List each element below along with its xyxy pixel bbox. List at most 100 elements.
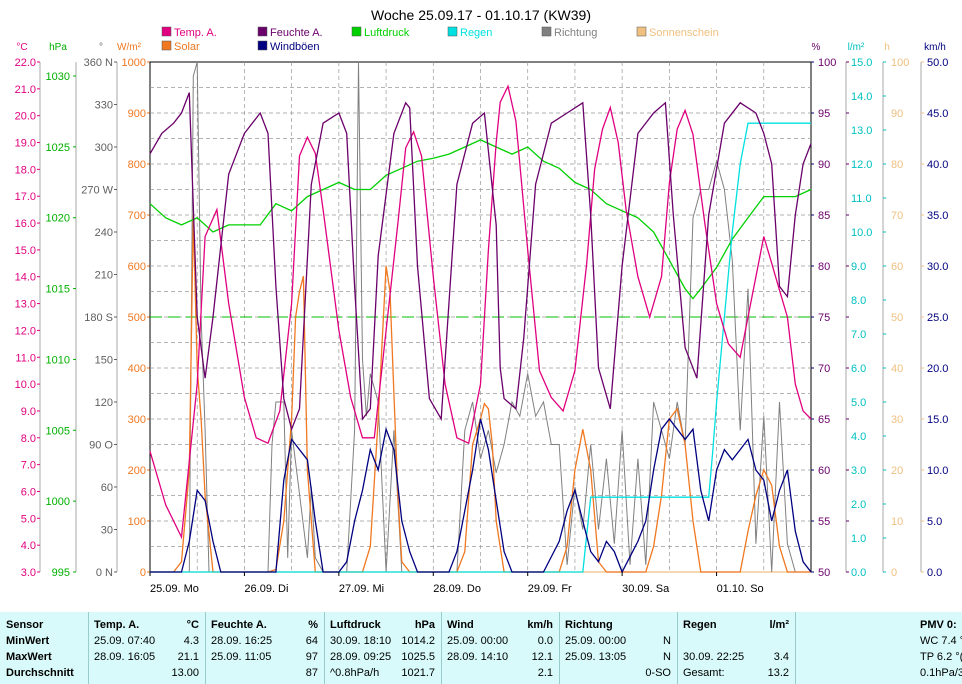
axis-tick-label-temp: 10.0 [15,379,36,391]
axis-tick-label-sunshine: 30 [891,414,903,426]
axis-tick-label-temp: 12.0 [15,325,36,337]
stats-pressure-max-time: 28.09. 09:25 [330,651,392,663]
axis-tick-label-wind: 0.0 [927,567,942,579]
stats-temp-max-time: 28.09. 16:05 [94,651,156,663]
day-label: 29.09. Fr [528,583,572,595]
axis-tick-label-rain: 4.0 [851,431,866,443]
legend-label: Sonnenschein [649,27,719,39]
axis-tick-label-temp: 3.0 [21,567,36,579]
axis-tick-label-temp: 9.0 [21,406,36,418]
axis-unit-humidity: % [812,42,821,53]
axis-tick-label-solar: 1000 [122,57,146,69]
axis-tick-label-wind: 30.0 [927,261,948,273]
stats-pressure-trend: ^0.8hPa/h [330,667,380,679]
stats-wind-avg-value: 2.1 [537,667,553,679]
stats-humidity-header: Feuchte A. [211,619,267,631]
axis-tick-label-direction: 180 S [84,312,113,324]
day-label: 01.10. So [717,583,764,595]
legend-swatch [257,40,268,51]
axis-tick-label-humidity: 55 [818,516,830,528]
axis-tick-label-solar: 100 [128,516,146,528]
axis-tick-label-direction: 150 [95,355,113,367]
stats-col-sensor: Sensor MinWert MaxWert Durchschnitt [0,612,89,684]
axis-tick-label-rain: 0.0 [851,567,866,579]
stats-pressure-min-value: 1014.2 [401,635,435,647]
legend-swatch [351,26,362,37]
stats-temp-max-value: 21.1 [177,651,199,663]
stats-sensor-header: Sensor [6,619,44,631]
stats-wind-header: Wind [447,619,474,631]
axis-unit-direction: ° [99,42,103,53]
axis-tick-label-wind: 35.0 [927,210,948,222]
axis-tick-label-temp: 22.0 [15,57,36,69]
series-line-richtung [150,61,811,573]
stats-pressure-unit: hPa [414,619,435,631]
axis-unit-wind: km/h [924,42,946,53]
legend-swatch [257,26,268,37]
axis-tick-label-temp: 16.0 [15,218,36,230]
stats-col-pressure: Luftdruck hPa 30.09. 18:10 1014.2 28.09.… [324,612,442,684]
axis-tick-label-pressure: 995 [52,567,70,579]
stats-row-avg: Durchschnitt [6,667,74,679]
axis-tick-label-rain: 8.0 [851,295,866,307]
axis-tick-label-sunshine: 80 [891,159,903,171]
axis-tick-label-sunshine: 10 [891,516,903,528]
series-line-windb-en [150,417,812,574]
axis-tick-label-humidity: 70 [818,363,830,375]
axis-tick-label-rain: 11.0 [851,193,872,205]
stats-rain-unit: l/m² [769,619,789,631]
axis-tick-label-humidity: 75 [818,312,830,324]
day-label: 30.09. Sa [622,583,670,595]
axis-tick-label-sunshine: 50 [891,312,903,324]
axis-tick-label-sunshine: 90 [891,108,903,120]
axis-tick-label-temp: 14.0 [15,272,36,284]
axis-tick-label-humidity: 65 [818,414,830,426]
axis-tick-label-humidity: 90 [818,159,830,171]
chart-series [149,61,812,574]
axis-tick-label-rain: 5.0 [851,397,866,409]
stats-humidity-max-value: 97 [305,651,318,663]
stats-temp-header: Temp. A. [94,619,140,631]
axis-tick-label-temp: 11.0 [15,352,36,364]
legend-label: Windböen [270,41,320,53]
stats-pmv-row-3: 0.1hPa/3 [920,667,962,679]
series-line-regen [150,122,811,573]
stats-humidity-max-time: 25.09. 11:05 [211,651,272,663]
axis-tick-label-temp: 4.0 [21,540,36,552]
axis-tick-label-sunshine: 60 [891,261,903,273]
axis-tick-label-direction: 90 O [89,440,113,452]
axis-tick-label-pressure: 1000 [46,496,70,508]
axis-tick-label-temp: 8.0 [21,433,36,445]
stats-direction-max-time: 25.09. 13:05 [565,651,627,663]
stats-wind-max-time: 28.09. 14:10 [447,651,509,663]
axis-tick-label-wind: 45.0 [927,108,948,120]
axis-tick-label-temp: 18.0 [15,164,36,176]
axis-tick-label-direction: 0 N [96,567,113,579]
axis-tick-label-sunshine: 70 [891,210,903,222]
axis-tick-label-rain: 14.0 [851,91,872,103]
axis-tick-label-humidity: 100 [818,57,836,69]
stats-wind-unit: km/h [527,619,553,631]
stats-rain-max-time: 30.09. 22:25 [683,651,745,663]
stats-direction-max-value: N [663,651,671,663]
legend-label: Luftdruck [364,27,410,39]
stats-row-max: MaxWert [6,651,52,663]
axis-tick-label-rain: 12.0 [851,159,872,171]
legend-swatch [161,26,172,37]
axis-tick-label-wind: 50.0 [927,57,948,69]
axis-tick-label-rain: 9.0 [851,261,866,273]
stats-pressure-max-value: 1025.5 [401,651,435,663]
stats-humidity-min-value: 64 [305,635,318,647]
series-line-temp-a- [149,84,812,540]
axis-tick-label-pressure: 1025 [46,142,70,154]
axis-tick-label-solar: 400 [128,363,146,375]
stats-col-temp: Temp. A. °C 25.09. 07:40 4.3 28.09. 16:0… [88,612,206,684]
axis-tick-label-temp: 15.0 [15,245,36,257]
day-label: 27.09. Mi [339,583,384,595]
series-line-feuchte-a- [149,92,812,432]
legend-swatch [161,40,172,51]
axis-tick-label-temp: 13.0 [15,299,36,311]
axis-tick-label-rain: 13.0 [851,125,872,137]
axis-tick-label-wind: 5.0 [927,516,942,528]
axis-tick-label-solar: 300 [128,414,146,426]
